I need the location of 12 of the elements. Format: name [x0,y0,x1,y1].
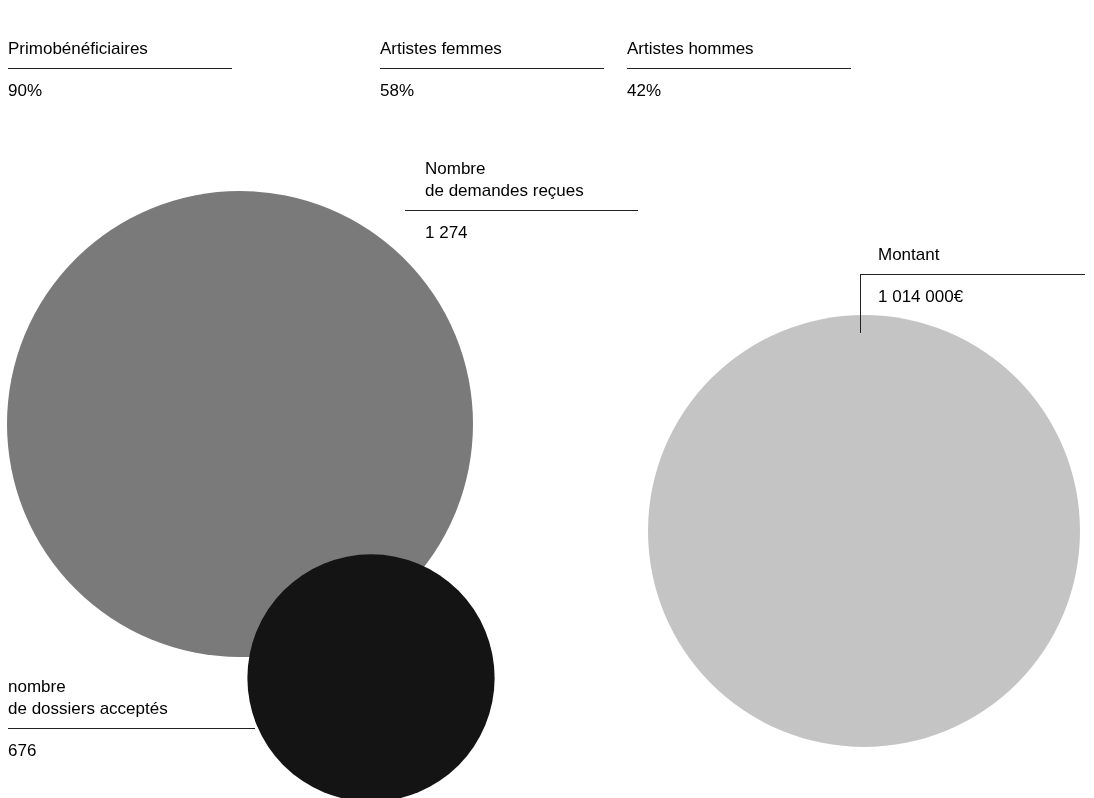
data-label: 1 014 000€ [877,286,965,307]
category-label: nombre de dossiers acceptés [8,676,169,720]
data-label: 58% [380,80,416,101]
data-label: 676 [8,740,38,761]
category-label: Montant [878,244,941,266]
category-label: Nombre de demandes reçues [425,158,585,202]
data-label: 1 274 [424,222,469,243]
category-label: Primobénéficiaires [8,38,149,60]
data-label: 90% [8,80,44,101]
category-label: Artistes hommes [627,38,755,60]
category-label: Artistes femmes [380,38,503,60]
data-label: 42% [627,80,663,101]
